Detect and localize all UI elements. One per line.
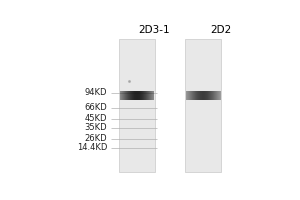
Bar — [119, 39, 155, 172]
Text: 2D3-1: 2D3-1 — [138, 25, 169, 35]
Bar — [185, 39, 221, 172]
Text: 66KD: 66KD — [85, 103, 107, 112]
Text: 26KD: 26KD — [85, 134, 107, 143]
Text: 35KD: 35KD — [85, 123, 107, 132]
Text: 14.4KD: 14.4KD — [77, 143, 107, 152]
Text: 2D2: 2D2 — [211, 25, 232, 35]
Text: 45KD: 45KD — [85, 114, 107, 123]
Text: 94KD: 94KD — [85, 88, 107, 97]
